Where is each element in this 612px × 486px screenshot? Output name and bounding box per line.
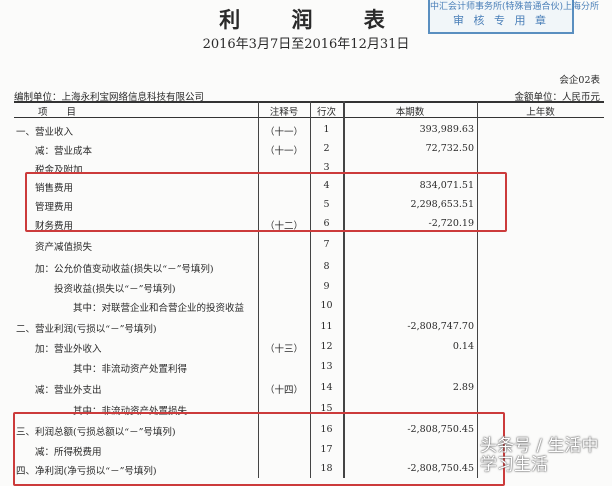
row-item: 一、营业收入 [16, 127, 74, 138]
statement-title: 利 润 表 [219, 7, 407, 32]
row-item: 加：营业外收入 [35, 344, 102, 355]
audit-stamp: 中汇会计师事务所(特殊普通合伙)上海分所 审 核 专 用 章 [428, 0, 600, 34]
row-current: 72,732.50 [425, 143, 474, 154]
row-number: 4 [323, 180, 330, 191]
row-number: 10 [320, 300, 333, 311]
col-header-note: 注释号 [269, 107, 299, 118]
row-item: 减：所得税费用 [35, 447, 102, 458]
row-item: 管理费用 [35, 202, 74, 213]
row-note: （十四） [264, 385, 303, 396]
header-rule [14, 117, 604, 118]
col-divider [343, 101, 345, 478]
row-item: 减：营业成本 [35, 146, 93, 157]
row-number: 7 [323, 239, 330, 250]
row-note: （十一） [264, 127, 303, 138]
row-number: 5 [323, 199, 330, 210]
stamp-line2: 审 核 专 用 章 [453, 14, 549, 27]
row-number: 14 [320, 382, 333, 393]
row-item: 资产减值损失 [35, 242, 93, 253]
row-number: 18 [320, 463, 333, 474]
highlight-expenses [25, 172, 507, 232]
col-divider [310, 101, 311, 478]
row-current: 2,298,653.51 [410, 199, 474, 210]
row-number: 17 [320, 444, 333, 455]
table-top-rule [14, 101, 604, 103]
row-number: 2 [323, 143, 330, 154]
row-item: 其中：非流动资产处置损失 [73, 406, 188, 417]
col-header-item: 项 目 [38, 107, 77, 118]
row-number: 11 [320, 321, 333, 332]
row-number: 6 [323, 218, 330, 229]
currency-unit: 金额单位：人民币元 [514, 92, 600, 103]
stamp-line1: 中汇会计师事务所(特殊普通合伙)上海分所 [430, 2, 600, 12]
highlight-profit [13, 412, 505, 486]
row-current: -2,808,750.45 [407, 424, 474, 435]
row-current: 2.89 [452, 382, 474, 393]
watermark: 头条号 / 生活中学习生活 [480, 436, 599, 475]
col-header-row: 行次 [316, 107, 336, 118]
row-number: 8 [323, 261, 330, 272]
row-number: 12 [320, 341, 333, 352]
row-item: 四、净利润(净亏损以“－”号填列) [16, 466, 157, 477]
row-note: （十一） [264, 146, 303, 157]
row-current: 0.14 [452, 341, 474, 352]
col-header-current: 本期数 [395, 107, 425, 118]
row-current: -2,808,750.45 [407, 463, 474, 474]
row-current: -2,808,747.70 [407, 321, 474, 332]
row-item: 财务费用 [35, 221, 74, 232]
row-note: （十二） [264, 221, 303, 232]
row-number: 13 [320, 361, 333, 372]
row-current: 834,071.51 [419, 180, 474, 191]
row-number: 15 [320, 403, 333, 414]
row-item: 投资收益(损失以“－”号填列) [54, 284, 176, 295]
row-item: 其中：非流动资产处置利得 [73, 364, 188, 375]
col-header-prior: 上年数 [526, 107, 555, 118]
row-item: 其中：对联营企业和合营企业的投资收益 [73, 303, 245, 314]
form-code: 会企02表 [559, 75, 600, 86]
row-number: 1 [323, 124, 330, 135]
row-item: 税金及附加 [35, 165, 83, 176]
row-item: 三、利润总额(亏损总额以“－”号填列) [16, 427, 176, 438]
col-divider [258, 101, 259, 478]
row-item: 加：公允价值变动收益(损失以“－”号填列) [35, 264, 214, 275]
row-number: 16 [320, 424, 333, 435]
row-current: -2,720.19 [428, 218, 474, 229]
row-item: 二、营业利润(亏损以“－”号填列) [16, 324, 157, 335]
preparer: 编制单位：上海永利宝网络信息科技有限公司 [14, 92, 205, 103]
row-note: （十三） [264, 344, 303, 355]
row-item: 减：营业外支出 [35, 385, 102, 396]
statement-period: 2016年3月7日至2016年12月31日 [202, 37, 410, 52]
col-divider [477, 101, 478, 478]
row-number: 9 [323, 281, 330, 292]
row-item: 销售费用 [35, 183, 74, 194]
row-number: 3 [323, 162, 330, 173]
row-current: 393,989.63 [419, 124, 474, 135]
